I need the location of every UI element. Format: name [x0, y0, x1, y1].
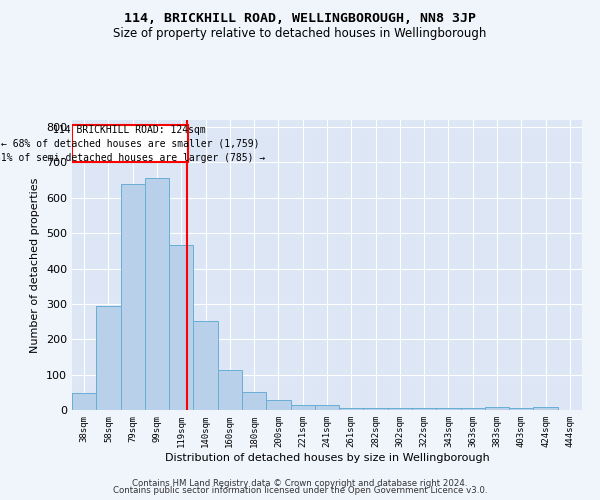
Bar: [169, 245, 193, 410]
Bar: [339, 408, 364, 410]
Bar: [388, 408, 412, 410]
Bar: [436, 408, 461, 410]
Text: Contains public sector information licensed under the Open Government Licence v3: Contains public sector information licen…: [113, 486, 487, 495]
X-axis label: Distribution of detached houses by size in Wellingborough: Distribution of detached houses by size …: [164, 452, 490, 462]
Bar: [218, 370, 242, 410]
Bar: [485, 407, 509, 410]
Bar: [193, 321, 218, 410]
Bar: [290, 404, 315, 410]
Y-axis label: Number of detached properties: Number of detached properties: [31, 178, 40, 352]
Bar: [533, 407, 558, 410]
Bar: [266, 400, 290, 410]
Bar: [364, 408, 388, 410]
Text: 114, BRICKHILL ROAD, WELLINGBOROUGH, NN8 3JP: 114, BRICKHILL ROAD, WELLINGBOROUGH, NN8…: [124, 12, 476, 26]
Bar: [145, 178, 169, 410]
Bar: [461, 408, 485, 410]
Bar: [121, 184, 145, 410]
Bar: [72, 126, 188, 162]
Text: 114 BRICKHILL ROAD: 124sqm
← 68% of detached houses are smaller (1,759)
31% of s: 114 BRICKHILL ROAD: 124sqm ← 68% of deta…: [0, 125, 265, 163]
Text: Size of property relative to detached houses in Wellingborough: Size of property relative to detached ho…: [113, 28, 487, 40]
Bar: [315, 405, 339, 410]
Bar: [412, 408, 436, 410]
Bar: [242, 392, 266, 410]
Text: Contains HM Land Registry data © Crown copyright and database right 2024.: Contains HM Land Registry data © Crown c…: [132, 478, 468, 488]
Bar: [509, 408, 533, 410]
Bar: [72, 393, 96, 410]
Bar: [96, 306, 121, 410]
